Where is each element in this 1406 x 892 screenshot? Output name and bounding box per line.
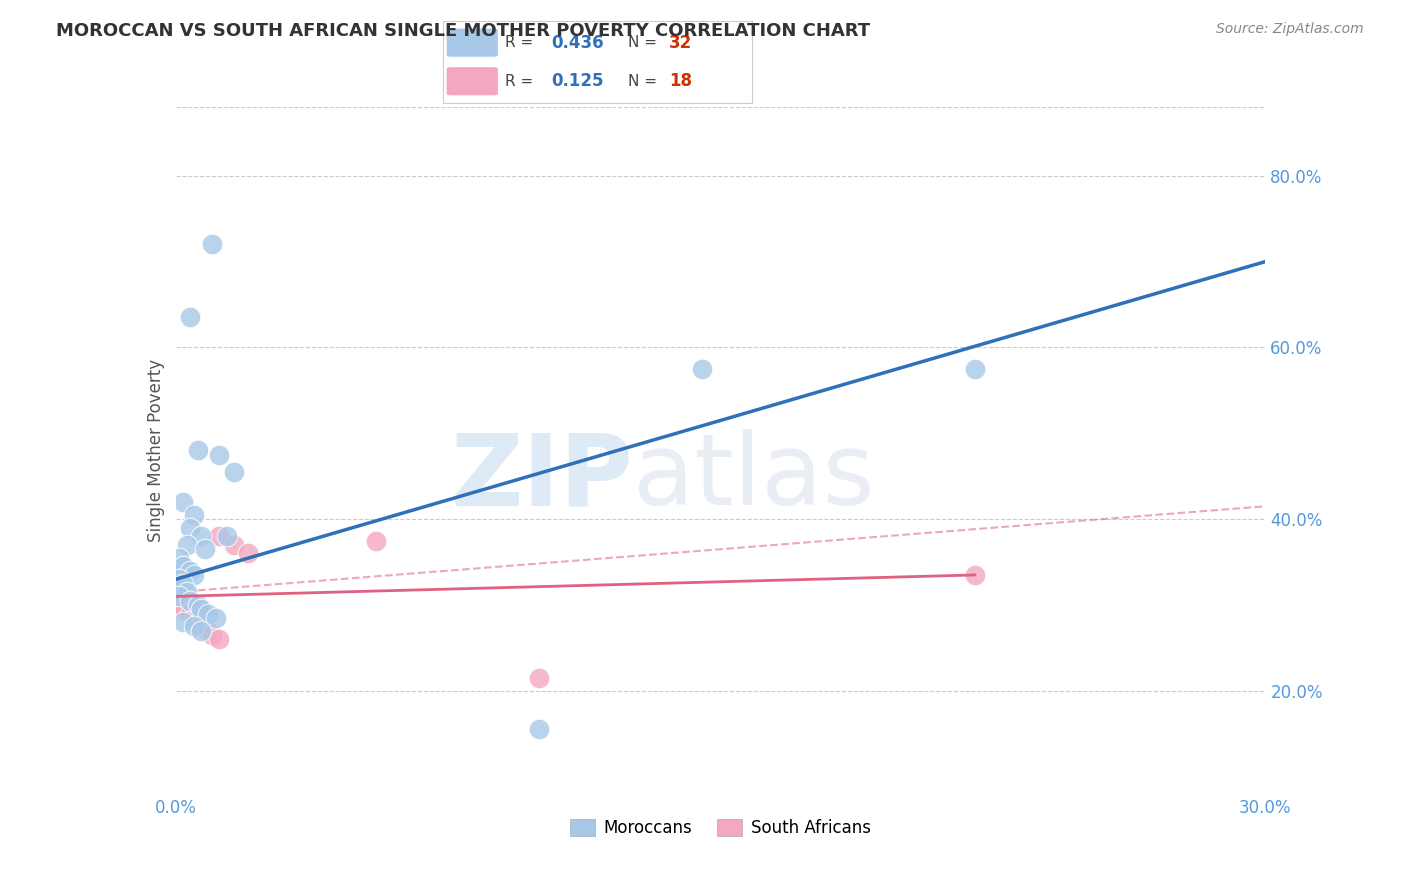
Point [186, 598, 209, 612]
Point [172, 602, 194, 616]
Point [172, 576, 194, 591]
Point [197, 624, 219, 638]
Point [208, 448, 231, 462]
Point [190, 529, 212, 543]
Point [169, 568, 191, 582]
Point [183, 611, 205, 625]
Text: ZIP: ZIP [450, 429, 633, 526]
Point [201, 237, 224, 252]
Point [179, 310, 201, 325]
Legend: Moroccans, South Africans: Moroccans, South Africans [564, 813, 877, 844]
Point [527, 671, 550, 685]
Point [204, 611, 226, 625]
Point [201, 628, 224, 642]
Point [208, 529, 231, 543]
Point [190, 602, 212, 616]
Point [169, 590, 191, 604]
Point [172, 590, 194, 604]
Point [179, 521, 201, 535]
Text: Source: ZipAtlas.com: Source: ZipAtlas.com [1216, 22, 1364, 37]
Point [179, 564, 201, 578]
FancyBboxPatch shape [446, 67, 499, 96]
Point [169, 572, 191, 586]
Text: R =: R = [505, 35, 538, 50]
Point [172, 615, 194, 630]
Point [169, 550, 191, 565]
Point [186, 443, 209, 458]
Text: N =: N = [628, 35, 662, 50]
Text: 32: 32 [669, 34, 692, 52]
Point [190, 619, 212, 633]
Point [963, 568, 986, 582]
Point [179, 607, 201, 621]
Point [527, 723, 550, 737]
Point [169, 598, 191, 612]
Text: N =: N = [628, 74, 662, 88]
Point [172, 495, 194, 509]
Text: 18: 18 [669, 72, 692, 90]
Point [963, 362, 986, 376]
Point [176, 585, 198, 599]
FancyBboxPatch shape [446, 28, 499, 57]
Point [183, 619, 205, 633]
Text: 0.125: 0.125 [551, 72, 603, 90]
Point [197, 607, 219, 621]
Point [190, 624, 212, 638]
Point [172, 559, 194, 574]
Text: R =: R = [505, 74, 538, 88]
Text: MOROCCAN VS SOUTH AFRICAN SINGLE MOTHER POVERTY CORRELATION CHART: MOROCCAN VS SOUTH AFRICAN SINGLE MOTHER … [56, 22, 870, 40]
Y-axis label: Single Mother Poverty: Single Mother Poverty [146, 359, 165, 542]
Point [183, 568, 205, 582]
Point [208, 632, 231, 647]
Point [222, 465, 245, 479]
Point [183, 508, 205, 522]
Text: 0.436: 0.436 [551, 34, 603, 52]
Point [176, 593, 198, 607]
Text: atlas: atlas [633, 429, 875, 526]
Point [692, 362, 714, 376]
Point [179, 593, 201, 607]
Point [364, 533, 387, 548]
Point [176, 538, 198, 552]
Point [169, 576, 191, 591]
Point [194, 542, 217, 557]
Point [215, 529, 238, 543]
Point [238, 546, 260, 561]
Point [222, 538, 245, 552]
Point [169, 585, 191, 599]
